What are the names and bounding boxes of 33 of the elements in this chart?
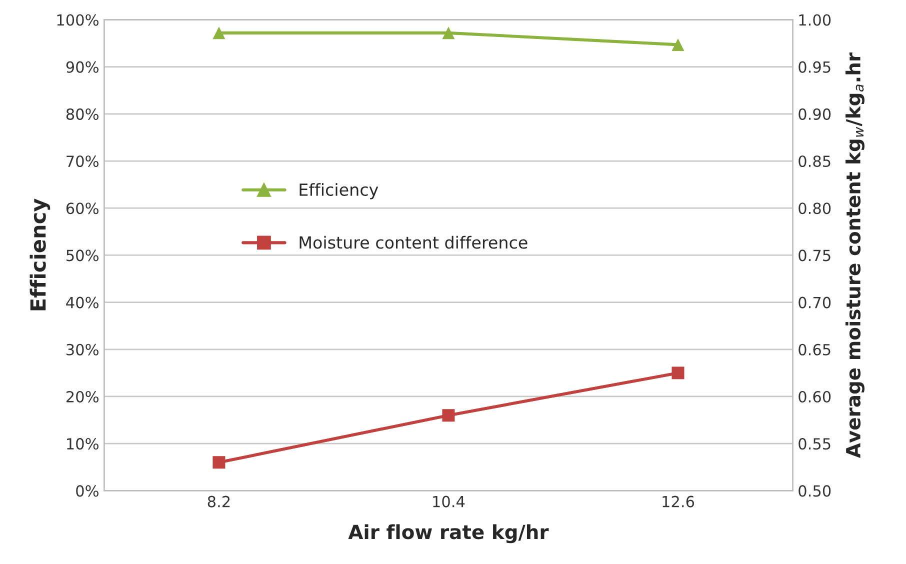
x-tick-label: 10.4 bbox=[433, 496, 465, 508]
y-tick-label: 60% bbox=[66, 202, 98, 214]
point bbox=[672, 366, 684, 380]
y2-tick-label: 0.85 bbox=[798, 155, 830, 168]
y2-tick-label: 0.75 bbox=[798, 250, 830, 262]
y-tick-label: 10% bbox=[67, 438, 98, 450]
y-tick-label: 100% bbox=[57, 14, 98, 26]
y2-tick-label: 0.70 bbox=[798, 296, 831, 308]
y2-tick-label: 0.95 bbox=[798, 61, 830, 73]
y-tick-label: 30% bbox=[66, 344, 98, 356]
y2-tick-label: 0.50 bbox=[798, 485, 831, 497]
point bbox=[212, 456, 226, 469]
y-axis-title: Efficiency bbox=[30, 198, 50, 310]
y2-tick-label: 0.80 bbox=[798, 202, 831, 214]
y2-tick-label: 1.00 bbox=[799, 14, 831, 26]
x-tick-label: 8.2 bbox=[208, 496, 230, 508]
y-tick-label: 40% bbox=[66, 296, 98, 308]
y-tick-label: 0% bbox=[76, 485, 98, 497]
legend-label: Efficiency bbox=[300, 183, 378, 200]
y2-tick-label: 0.90 bbox=[798, 108, 831, 120]
legend-label: Moisture content difference bbox=[300, 236, 528, 249]
y-tick-label: 20% bbox=[66, 390, 98, 403]
x-tick-label: 12.6 bbox=[662, 496, 694, 508]
y2-tick-label: 0.60 bbox=[798, 390, 831, 403]
x-axis-title: Air flow rate kg/hr bbox=[348, 524, 549, 544]
point bbox=[442, 409, 455, 422]
y-tick-label: 80% bbox=[66, 108, 98, 120]
y2-axis-title: Average moisture content kg$_{w}$/kg$_{a}$.hr bbox=[846, 52, 864, 458]
y2-tick-label: 0.65 bbox=[798, 344, 830, 356]
y2-tick-label: 0.55 bbox=[798, 438, 830, 450]
y-tick-label: 70% bbox=[66, 155, 98, 168]
y-tick-label: 90% bbox=[66, 61, 98, 73]
y-tick-label: 50% bbox=[66, 250, 98, 262]
